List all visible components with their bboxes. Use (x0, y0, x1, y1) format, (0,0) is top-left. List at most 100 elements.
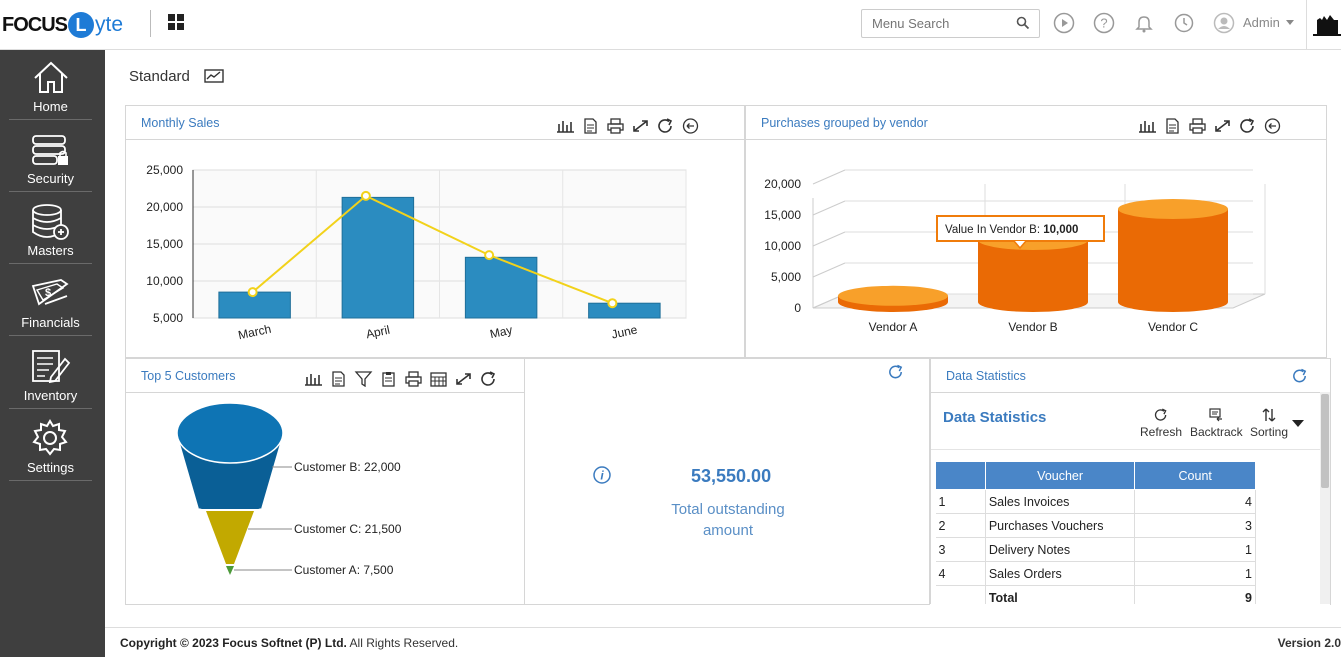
filter-icon[interactable] (354, 371, 373, 387)
tooltip-pointer (1013, 240, 1027, 250)
svg-text:$: $ (45, 287, 51, 299)
y-tick-label: 15,000 (764, 208, 801, 222)
table-row[interactable]: 1 Sales Invoices 4 (935, 489, 1256, 514)
sidebar-item-settings[interactable]: Settings (9, 411, 92, 481)
refresh-icon[interactable] (656, 118, 675, 134)
document-icon[interactable] (581, 118, 600, 134)
chevron-down-icon[interactable] (1292, 420, 1304, 427)
sidebar-item-label: Security (27, 171, 74, 186)
sidebar-item-masters[interactable]: Masters (9, 194, 92, 264)
help-icon[interactable]: ? (1093, 12, 1115, 34)
expand-icon[interactable] (631, 118, 650, 134)
footer: Copyright © 2023 Focus Softnet (P) Ltd. … (105, 627, 1341, 657)
sidebar-item-security[interactable]: Security (9, 122, 92, 192)
copyright-rights: All Rights Reserved. (346, 636, 459, 650)
app-grid-icon[interactable] (168, 14, 184, 30)
calendar-icon[interactable] (429, 371, 448, 387)
y-tick-label: 10,000 (146, 274, 183, 288)
print-icon[interactable] (404, 371, 423, 387)
y-tick-label: 5,000 (771, 270, 801, 284)
sidebar-item-home[interactable]: Home (9, 50, 92, 120)
expand-icon[interactable] (454, 371, 473, 387)
column-header-no[interactable] (935, 461, 986, 490)
panel-header: Data Statistics (931, 359, 1330, 393)
table-row[interactable]: 2 Purchases Vouchers 3 (935, 513, 1256, 538)
line-point (484, 250, 495, 261)
copyright-text: Copyright © 2023 Focus Softnet (P) Ltd. … (120, 636, 458, 650)
masters-icon (32, 204, 69, 240)
row-number: 1 (935, 489, 986, 514)
top-customers-panel: Top 5 Customers Customer B: 22,000 Custom… (125, 358, 525, 605)
document-icon[interactable] (1163, 118, 1182, 134)
chevron-down-icon[interactable] (1286, 20, 1294, 25)
funnel-label: Customer A: 7,500 (294, 563, 394, 577)
bell-icon[interactable] (1133, 12, 1155, 34)
financials-icon: $ (31, 279, 69, 306)
document-icon[interactable] (329, 371, 348, 387)
row-count: 1 (1134, 537, 1256, 562)
copyright-company: Copyright © 2023 Focus Softnet (P) Ltd. (120, 636, 347, 650)
funnel-top (176, 402, 284, 464)
backtrack-button[interactable]: Backtrack (1190, 407, 1243, 439)
refresh-icon (1154, 408, 1167, 421)
backtrack-icon (1209, 408, 1223, 422)
refresh-button[interactable]: Refresh (1140, 407, 1182, 439)
search-icon[interactable] (1016, 16, 1030, 30)
home-icon (34, 61, 68, 93)
back-icon[interactable] (681, 118, 700, 134)
table-row[interactable]: 4 Sales Orders 1 (935, 561, 1256, 586)
sort-icon (1262, 408, 1276, 422)
x-tick-label: March (237, 322, 273, 343)
refresh-icon[interactable] (887, 363, 905, 381)
scrollbar-thumb[interactable] (1321, 394, 1329, 488)
y-tick-label: 5,000 (153, 311, 183, 325)
refresh-label: Refresh (1140, 425, 1183, 439)
top-bar: FOCUS L yte ? Admin (0, 0, 1341, 50)
column-header-voucher[interactable]: Voucher (984, 461, 1136, 490)
back-icon[interactable] (1263, 118, 1282, 134)
user-name[interactable]: Admin (1243, 15, 1280, 30)
print-icon[interactable] (1188, 118, 1207, 134)
play-icon[interactable] (1053, 12, 1075, 34)
row-count: 4 (1134, 489, 1256, 514)
line-point (247, 287, 258, 298)
purchases-vendor-chart: 0 5,000 10,000 15,000 20,000 Vendor A Vendor B… (764, 169, 1266, 334)
panel-title: Data Statistics (946, 369, 1026, 383)
row-voucher: Delivery Notes (985, 537, 1136, 562)
chart-type-icon[interactable] (1138, 118, 1157, 134)
refresh-icon[interactable] (479, 371, 498, 387)
column-header-count[interactable]: Count (1134, 461, 1256, 490)
x-tick-label: Vendor A (869, 320, 918, 334)
funnel-segment-c (206, 511, 254, 564)
chart-type-icon[interactable] (556, 118, 575, 134)
refresh-icon[interactable] (1238, 118, 1257, 134)
y-tick-label: 20,000 (764, 177, 801, 191)
chart-type-icon[interactable] (304, 371, 323, 387)
menu-search-input[interactable] (861, 9, 1040, 38)
sidebar-item-inventory[interactable]: Inventory (9, 339, 92, 409)
logo-letter: L (68, 12, 94, 38)
focus-lyte-logo[interactable]: FOCUS L yte (2, 11, 123, 39)
table-row[interactable]: 3 Delivery Notes 1 (935, 537, 1256, 562)
expand-icon[interactable] (1213, 118, 1232, 134)
sidebar-item-financials[interactable]: $ Financials (9, 266, 92, 336)
print-icon[interactable] (606, 118, 625, 134)
divider (150, 10, 151, 37)
dashboard-title: Standard (129, 68, 190, 85)
sorting-label: Sorting (1250, 425, 1289, 439)
outstanding-panel (525, 358, 930, 605)
row-voucher: Sales Orders (985, 561, 1136, 586)
company-logo[interactable] (1306, 0, 1341, 50)
user-avatar-icon[interactable] (1213, 12, 1235, 34)
refresh-icon[interactable] (1291, 367, 1309, 385)
sidebar: Home Security Masters $ Financials Inven… (0, 50, 105, 657)
bar (588, 302, 661, 319)
history-icon[interactable] (1173, 12, 1195, 34)
chart-line-icon[interactable] (204, 69, 224, 83)
vertical-scrollbar[interactable] (1320, 392, 1330, 604)
bar (341, 196, 415, 319)
clipboard-icon[interactable] (379, 371, 398, 387)
cylinder-body (978, 240, 1088, 312)
sorting-button[interactable]: Sorting (1250, 407, 1288, 439)
y-tick-label: 10,000 (764, 239, 801, 253)
